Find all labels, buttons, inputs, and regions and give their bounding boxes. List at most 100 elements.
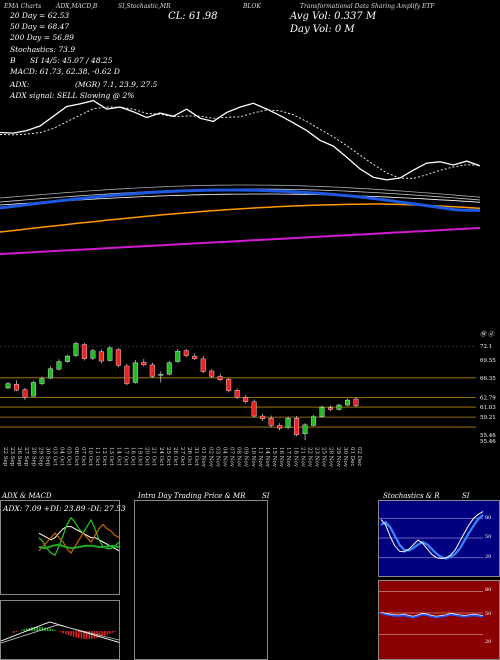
candle-xtick-label: 05 Oct bbox=[66, 447, 72, 466]
candle-xtick-label: 24 Oct bbox=[158, 447, 164, 466]
candle-xtick-label: 03 Oct bbox=[52, 447, 58, 466]
macd-histogram-bar bbox=[59, 631, 62, 633]
candle-xtick-label: 28 Nov bbox=[328, 447, 334, 468]
si-tick-50: 50 bbox=[485, 611, 491, 617]
candle-body bbox=[175, 350, 181, 362]
candle-xtick-label: 02 Nov bbox=[207, 447, 213, 468]
candle-xtick-label: 26 Sep bbox=[16, 447, 22, 467]
candle-ytick-label: 66.35 bbox=[480, 376, 496, 382]
candle-body bbox=[124, 365, 130, 384]
candle-xtick-label: 15 Nov bbox=[271, 447, 277, 468]
candle-xtick-label: 10 Nov bbox=[250, 447, 256, 468]
candle-ytick-label: 62.79 bbox=[480, 395, 496, 401]
candle-body bbox=[243, 397, 249, 402]
stoch-k-line bbox=[380, 511, 484, 560]
candle-xtick-label: 16 Nov bbox=[278, 447, 284, 468]
macd-histogram-bar bbox=[85, 631, 88, 639]
candle-xtick-label: 01 Nov bbox=[200, 447, 206, 468]
candle-xtick-label: 22 Nov bbox=[306, 447, 312, 468]
stat-200-day: 200 Day = 56.89 bbox=[10, 33, 74, 42]
candle-body bbox=[200, 358, 206, 372]
ema-band-line-1 bbox=[0, 184, 481, 199]
candle-body bbox=[302, 424, 308, 434]
macd-histogram-bar bbox=[20, 630, 23, 631]
macd-histogram-bar bbox=[80, 631, 83, 639]
candle-ytick-label: 59.21 bbox=[480, 415, 496, 421]
candle-xtick-label: 08 Nov bbox=[236, 447, 242, 468]
candle-xtick-label: 29 Sep bbox=[37, 447, 43, 467]
macd-histogram-bar bbox=[15, 631, 18, 633]
stat-adx-label: ADX: bbox=[10, 80, 30, 89]
candle-xtick-label: 28 Sep bbox=[30, 447, 36, 467]
candle-ytick-label: 61.03 bbox=[480, 405, 496, 411]
adx-panel: ADX: 7.09 +DI: 23.89 -DI: 27.53 bbox=[0, 500, 126, 595]
candle-body bbox=[115, 349, 121, 366]
candle-body bbox=[30, 382, 36, 397]
candle-body bbox=[132, 362, 138, 383]
header-fund-name: Transformational Data Sharing Amplify ET… bbox=[300, 3, 435, 10]
macd-histogram-bar bbox=[114, 631, 116, 632]
si-tick-20: 20 bbox=[485, 639, 491, 645]
candle-body bbox=[268, 418, 274, 426]
macd-histogram-bar bbox=[49, 628, 51, 631]
candle-xtick-label: 27 Oct bbox=[179, 447, 185, 466]
candle-body bbox=[234, 389, 240, 398]
macd-histogram-bar bbox=[70, 631, 72, 637]
adx-readout: ADX: 7.09 +DI: 23.89 -DI: 27.53 bbox=[3, 504, 126, 513]
candle-body bbox=[158, 374, 164, 376]
macd-histogram-bar bbox=[111, 631, 114, 633]
candle-body bbox=[183, 350, 189, 356]
macd-histogram-bar bbox=[67, 631, 70, 636]
candle-body bbox=[319, 407, 325, 417]
candle-ytick-label: 69.55 bbox=[480, 358, 496, 364]
candle-xtick-label: 07 Oct bbox=[80, 447, 86, 466]
stoch-tick-80: 80 bbox=[485, 515, 491, 521]
candle-xtick-label: 22 Sep bbox=[2, 447, 8, 467]
candle-body bbox=[81, 344, 87, 360]
macd-histogram-bar bbox=[91, 631, 93, 639]
candle-xtick-label: 30 Sep bbox=[44, 447, 50, 467]
candle-body bbox=[328, 407, 334, 410]
candle-xtick-label: 21 Nov bbox=[299, 447, 305, 468]
macd-histogram-bar bbox=[75, 631, 77, 638]
candle-xtick-label: 20 Oct bbox=[144, 447, 150, 466]
candle-xtick-label: 02 Dec bbox=[356, 447, 362, 467]
macd-histogram-bar bbox=[39, 627, 41, 631]
macd-histogram-bar bbox=[52, 629, 54, 631]
candle-body bbox=[56, 361, 62, 370]
macd-histogram-bar bbox=[101, 631, 103, 637]
macd-histogram-bar bbox=[33, 627, 36, 631]
macd-histogram-bar bbox=[72, 631, 75, 637]
macd-histogram-bar bbox=[26, 628, 28, 631]
candle-xtick-label: 21 Oct bbox=[151, 447, 157, 466]
candle-xtick-label: 27 Sep bbox=[23, 447, 29, 467]
panel-title-intraday: Intra Day Trading Price & MR bbox=[138, 492, 246, 500]
candle-xtick-label: 18 Nov bbox=[292, 447, 298, 468]
candle-body bbox=[39, 378, 45, 384]
macd-histogram-bar bbox=[106, 631, 109, 635]
candlestick-chart: 72.169.5566.3562.7961.0359.2155.4655.46 … bbox=[0, 330, 496, 468]
si-white-line bbox=[380, 611, 484, 617]
candle-xtick-label: 01 Dec bbox=[349, 447, 355, 467]
stat-avg-vol: Avg Vol: 0.337 M bbox=[290, 11, 377, 22]
ema-200-line bbox=[0, 227, 481, 255]
macd-histogram-bar bbox=[104, 631, 106, 636]
candle-body bbox=[311, 416, 317, 426]
macd-histogram-bar bbox=[54, 630, 57, 631]
candle-body bbox=[166, 362, 172, 375]
candle-body bbox=[294, 418, 300, 435]
candle-xtick-label: 06 Oct bbox=[73, 447, 79, 466]
candle-xtick-label: 07 Nov bbox=[229, 447, 235, 468]
header-adx-macd-title: ADX,MACD,B bbox=[56, 3, 98, 10]
candle-xtick-label: 13 Oct bbox=[108, 447, 114, 466]
macd-line bbox=[1, 621, 119, 643]
header-si-stoch-title: SI,Stochastic,MR bbox=[118, 3, 171, 10]
candle-xtick-label: 09 Nov bbox=[243, 447, 249, 468]
candle-xtick-label: 04 Nov bbox=[221, 447, 227, 468]
candle-body bbox=[192, 355, 198, 360]
header-ticker: BLOK bbox=[243, 3, 261, 10]
candle-body bbox=[98, 351, 104, 362]
price-ma-dashed-line bbox=[0, 106, 481, 179]
candle-xtick-label: 26 Oct bbox=[172, 447, 178, 466]
candle-body bbox=[260, 415, 266, 420]
